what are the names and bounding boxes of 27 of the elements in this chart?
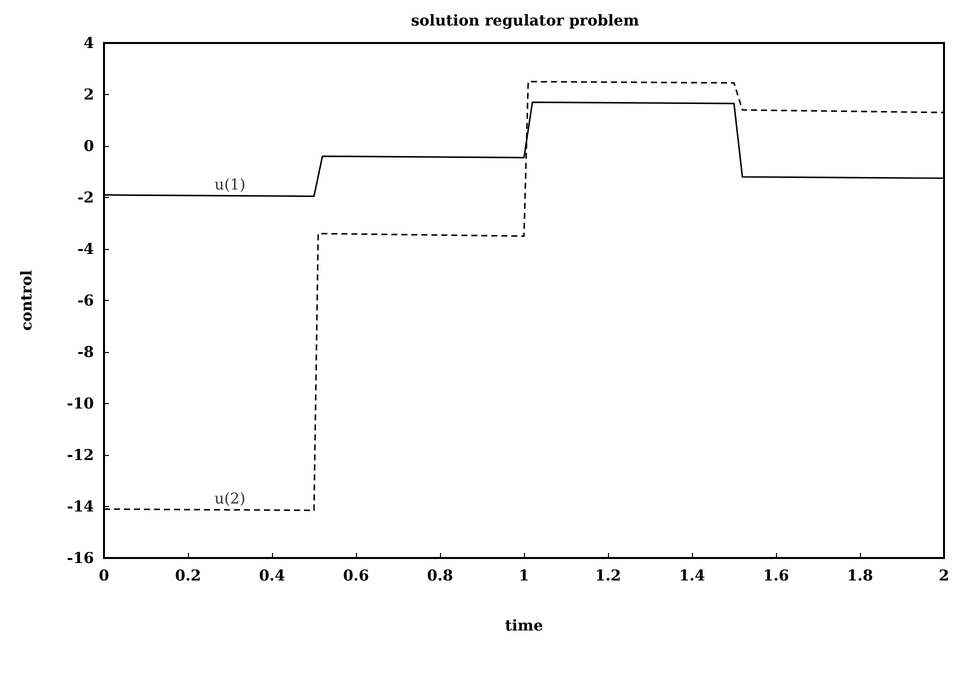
x-tick-label: 0 (98, 566, 110, 584)
x-tick-label: 1.2 (594, 566, 622, 584)
x-tick-label: 1 (518, 566, 530, 584)
y-tick-label: -6 (77, 292, 94, 310)
y-tick-label: -2 (77, 188, 94, 206)
y-tick-label: -4 (77, 240, 94, 258)
y-tick-label: -10 (66, 394, 94, 412)
x-tick-label: 1.4 (678, 566, 706, 584)
annotation: u(2) (214, 490, 246, 508)
y-tick-label: -8 (77, 343, 94, 361)
y-tick-label: 0 (84, 137, 94, 155)
y-axis-title: control (18, 270, 36, 331)
y-tick-label: -12 (66, 446, 94, 464)
annotation: u(1) (214, 175, 246, 194)
x-axis-title: time (504, 616, 544, 634)
x-tick-label: 0.6 (342, 566, 370, 584)
y-tick-label: -16 (66, 549, 94, 567)
chart-title: solution regulator problem (410, 12, 640, 30)
y-tick-label: 4 (84, 34, 94, 52)
x-tick-label: 1.8 (846, 566, 874, 584)
x-tick-label: 0.8 (426, 566, 454, 584)
y-tick-label: 2 (84, 86, 94, 104)
y-tick-label: -14 (66, 498, 94, 516)
x-tick-label: 0.4 (258, 566, 286, 584)
x-tick-label: 0.2 (174, 566, 202, 584)
x-tick-label: 1.6 (762, 566, 790, 584)
x-tick-label: 2 (938, 566, 950, 584)
